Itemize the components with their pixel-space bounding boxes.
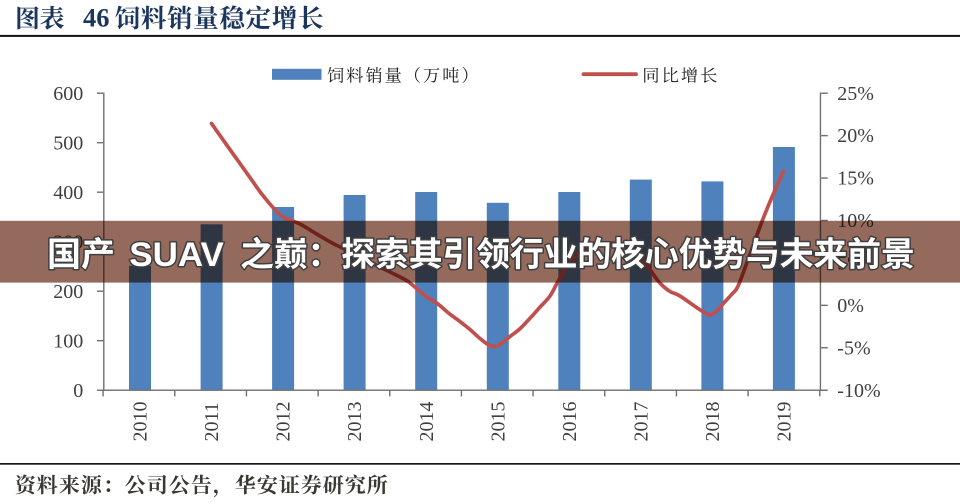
svg-text:0%: 0% <box>837 295 864 317</box>
svg-text:2011: 2011 <box>201 402 223 441</box>
svg-text:2012: 2012 <box>273 402 295 442</box>
svg-text:46: 46 <box>83 3 110 33</box>
svg-text:15%: 15% <box>837 168 874 190</box>
svg-text:0: 0 <box>73 380 83 402</box>
svg-text:2014: 2014 <box>416 402 438 442</box>
svg-text:2018: 2018 <box>702 402 724 442</box>
svg-text:2013: 2013 <box>344 402 366 442</box>
svg-text:20%: 20% <box>837 125 874 147</box>
svg-text:600: 600 <box>53 83 83 105</box>
svg-text:200: 200 <box>53 281 83 303</box>
svg-text:500: 500 <box>53 132 83 154</box>
svg-text:-5%: -5% <box>837 337 870 359</box>
svg-text:400: 400 <box>53 182 83 204</box>
svg-text:25%: 25% <box>837 83 874 105</box>
svg-text:2016: 2016 <box>559 402 581 442</box>
svg-text:SUAV: SUAV <box>129 236 224 274</box>
svg-text:2010: 2010 <box>130 402 152 442</box>
svg-text:2019: 2019 <box>774 402 796 442</box>
svg-text:-10%: -10% <box>837 380 880 402</box>
svg-text:2015: 2015 <box>487 402 509 442</box>
svg-text:100: 100 <box>53 330 83 352</box>
svg-text:2017: 2017 <box>630 402 652 442</box>
